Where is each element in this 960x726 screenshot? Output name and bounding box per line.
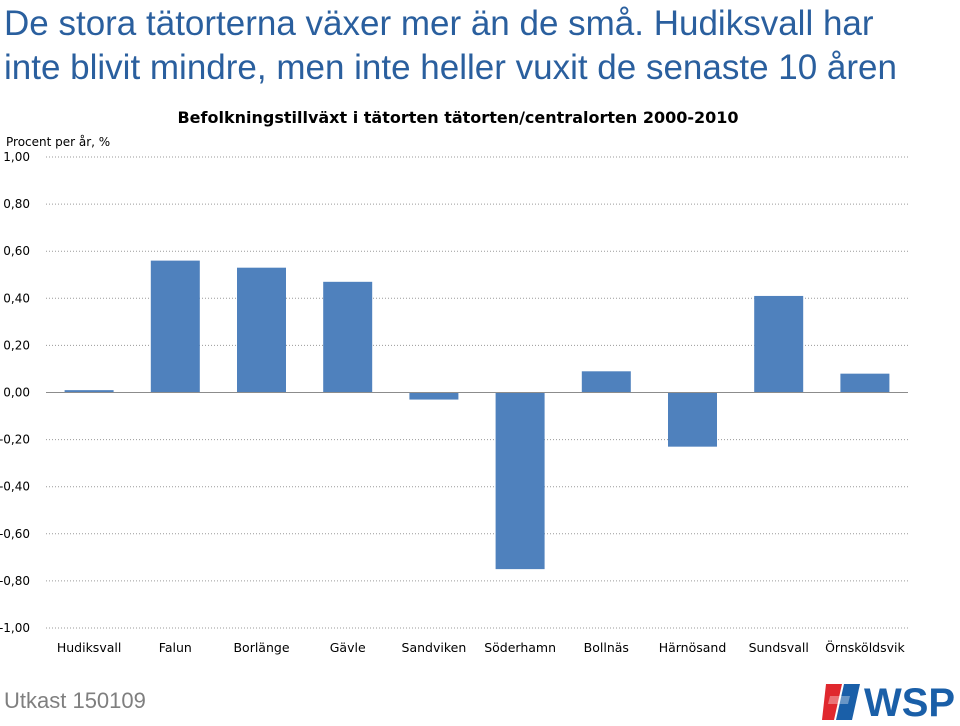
y-tick-label: -0,60 bbox=[0, 527, 30, 541]
x-tick-label: Söderhamn bbox=[484, 640, 556, 655]
y-tick-label: 0,60 bbox=[3, 244, 30, 258]
y-tick-label: 0,80 bbox=[3, 197, 30, 211]
bar bbox=[754, 295, 804, 393]
headline: De stora tätorterna växer mer än de små.… bbox=[4, 2, 954, 90]
bar bbox=[668, 392, 717, 447]
x-tick-label: Sundsvall bbox=[749, 640, 809, 655]
y-tick-label: -1,00 bbox=[0, 621, 30, 635]
y-tick-label: 0,00 bbox=[3, 386, 30, 400]
headline-line-1: De stora tätorterna växer mer än de små.… bbox=[4, 4, 874, 43]
wsp-logo-mark-icon bbox=[822, 684, 860, 720]
x-tick-label: Bollnäs bbox=[584, 640, 629, 655]
x-tick-label: Falun bbox=[159, 640, 192, 655]
bar bbox=[840, 373, 890, 393]
y-tick-label: 0,40 bbox=[3, 291, 30, 305]
x-tick-label: Sandviken bbox=[402, 640, 467, 655]
y-tick-label: -0,80 bbox=[0, 574, 30, 588]
wsp-logo: WSP bbox=[822, 681, 955, 722]
y-tick-label: 1,00 bbox=[3, 150, 30, 164]
headline-line-2: inte blivit mindre, men inte heller vuxi… bbox=[4, 48, 897, 87]
bar bbox=[581, 371, 631, 393]
y-axis-label: Procent per år, % bbox=[6, 135, 110, 149]
x-tick-label: Örnsköldsvik bbox=[825, 639, 905, 655]
x-tick-label: Gävle bbox=[330, 640, 366, 655]
bar bbox=[323, 281, 373, 393]
x-tick-label: Härnösand bbox=[659, 640, 727, 655]
bar bbox=[409, 392, 459, 400]
y-tick-label: -0,20 bbox=[0, 433, 30, 447]
wsp-logo-text: WSP bbox=[864, 681, 955, 722]
x-tick-label: Borlänge bbox=[233, 640, 289, 655]
bar bbox=[150, 260, 200, 393]
bar-chart: Befolkningstillväxt i tätorten tätorten/… bbox=[0, 108, 908, 655]
y-tick-label: -0,40 bbox=[0, 480, 30, 494]
y-tick-label: 0,20 bbox=[3, 338, 30, 352]
bar bbox=[495, 392, 545, 570]
x-tick-label: Hudiksvall bbox=[57, 640, 121, 655]
bar bbox=[64, 390, 114, 393]
chart-title: Befolkningstillväxt i tätorten tätorten/… bbox=[177, 108, 738, 127]
draft-label: Utkast 150109 bbox=[4, 688, 146, 713]
bar bbox=[237, 267, 286, 393]
